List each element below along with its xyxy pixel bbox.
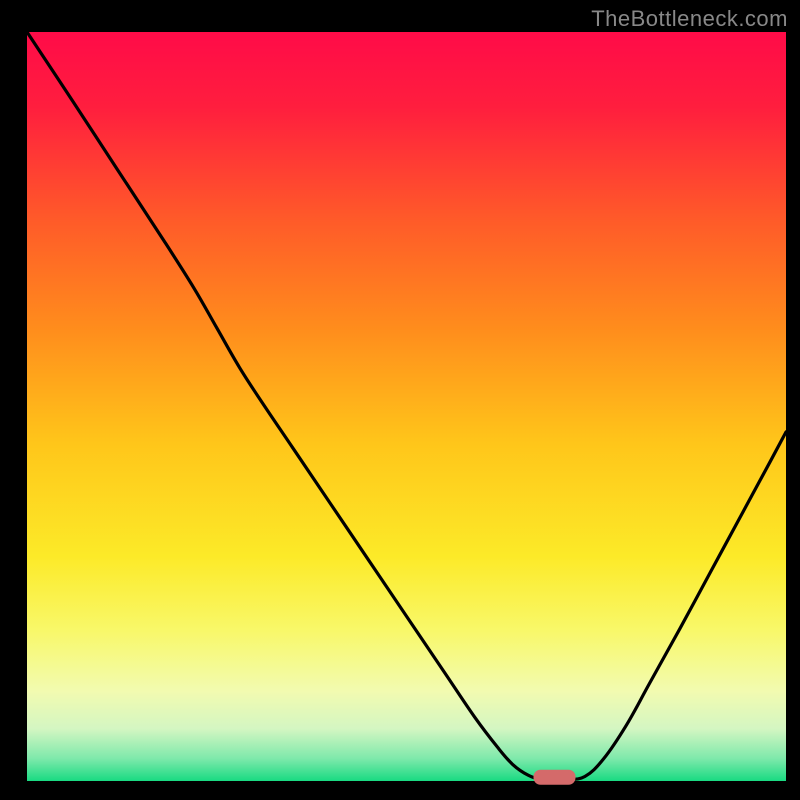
chart-container: TheBottleneck.com bbox=[0, 0, 800, 800]
bottleneck-chart bbox=[0, 0, 800, 800]
watermark-text: TheBottleneck.com bbox=[591, 6, 788, 32]
optimal-marker bbox=[534, 770, 576, 785]
gradient-background bbox=[27, 32, 786, 781]
